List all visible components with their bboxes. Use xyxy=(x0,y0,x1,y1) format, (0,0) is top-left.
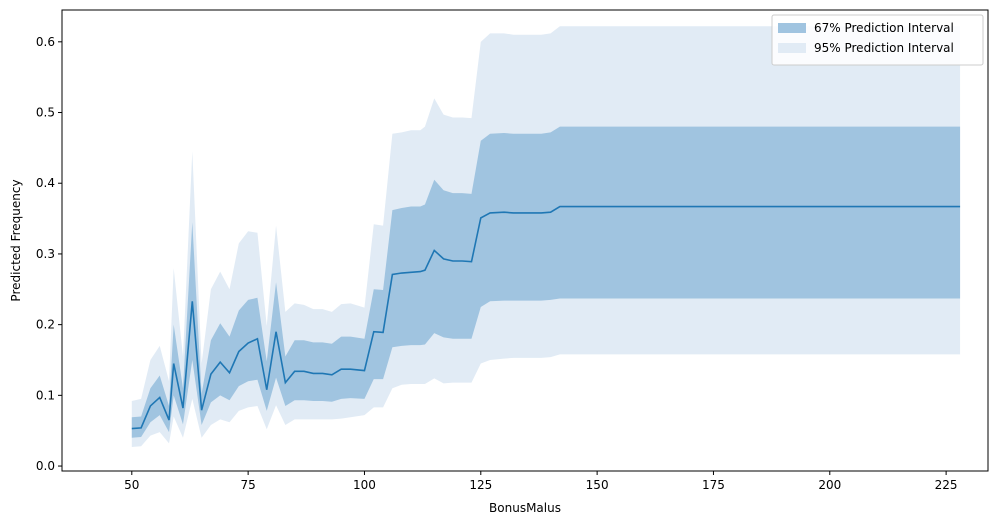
plot-area xyxy=(131,26,961,447)
x-tick-label: 75 xyxy=(240,478,255,492)
legend-swatch-95 xyxy=(778,43,806,53)
x-tick-label: 175 xyxy=(702,478,725,492)
plot-frame xyxy=(61,9,989,472)
y-tick-label: 0.5 xyxy=(36,106,55,120)
legend-box xyxy=(771,14,984,66)
x-tick-label: 50 xyxy=(124,478,139,492)
legend: 67% Prediction Interval 95% Prediction I… xyxy=(771,14,984,66)
y-tick-label: 0.4 xyxy=(36,176,55,190)
y-tick-label: 0.1 xyxy=(36,388,55,402)
x-axis: 50 75 100 125 150 175 200 225 xyxy=(124,471,958,492)
legend-label-67: 67% Prediction Interval xyxy=(814,21,954,35)
legend-label-95: 95% Prediction Interval xyxy=(814,41,954,55)
legend-swatch-67 xyxy=(778,23,806,33)
y-tick-label: 0.3 xyxy=(36,247,55,261)
x-tick-label: 225 xyxy=(935,478,958,492)
predicted-frequency-line xyxy=(131,205,961,430)
y-axis-label: Predicted Frequency xyxy=(9,179,23,301)
x-tick-label: 200 xyxy=(818,478,841,492)
y-tick-label: 0.6 xyxy=(36,35,55,49)
band-67-prediction-interval xyxy=(131,126,961,438)
x-tick-label: 100 xyxy=(353,478,376,492)
x-tick-label: 125 xyxy=(469,478,492,492)
y-axis: 0.0 0.1 0.2 0.3 0.4 0.5 0.6 xyxy=(36,35,62,473)
y-tick-label: 0.2 xyxy=(36,318,55,332)
y-tick-label: 0.0 xyxy=(36,459,55,473)
x-tick-label: 150 xyxy=(586,478,609,492)
x-axis-label: BonusMalus xyxy=(489,501,561,515)
